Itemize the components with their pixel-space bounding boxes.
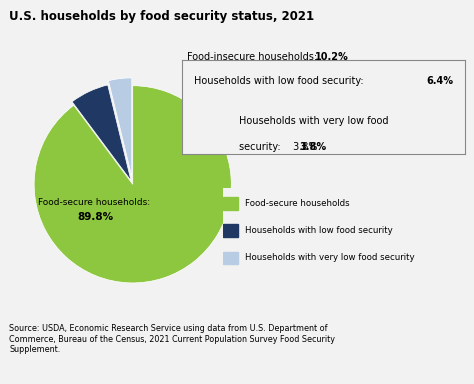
Text: 6.4%: 6.4% xyxy=(426,76,453,86)
Text: Food-secure households: Food-secure households xyxy=(245,199,349,208)
Text: Food-insecure households:: Food-insecure households: xyxy=(187,52,320,62)
Text: 3.8%: 3.8% xyxy=(300,142,327,152)
Wedge shape xyxy=(109,78,132,177)
Bar xyxy=(223,252,238,264)
Text: Households with low food security: Households with low food security xyxy=(245,226,392,235)
Wedge shape xyxy=(72,85,131,181)
Text: 89.8%: 89.8% xyxy=(77,212,113,222)
Text: Households with very low food security: Households with very low food security xyxy=(245,253,414,262)
Text: Households with very low food: Households with very low food xyxy=(239,116,388,126)
Text: Source: USDA, Economic Research Service using data from U.S. Department of
Comme: Source: USDA, Economic Research Service … xyxy=(9,324,336,354)
Bar xyxy=(223,225,238,237)
Text: Food-secure households:: Food-secure households: xyxy=(38,197,153,207)
Text: Households with low food security:: Households with low food security: xyxy=(194,76,366,86)
Text: security:    3.8%: security: 3.8% xyxy=(239,142,318,152)
Bar xyxy=(223,197,238,210)
Text: 10.2%: 10.2% xyxy=(315,52,349,62)
Text: U.S. households by food security status, 2021: U.S. households by food security status,… xyxy=(9,10,315,23)
Wedge shape xyxy=(34,86,231,283)
